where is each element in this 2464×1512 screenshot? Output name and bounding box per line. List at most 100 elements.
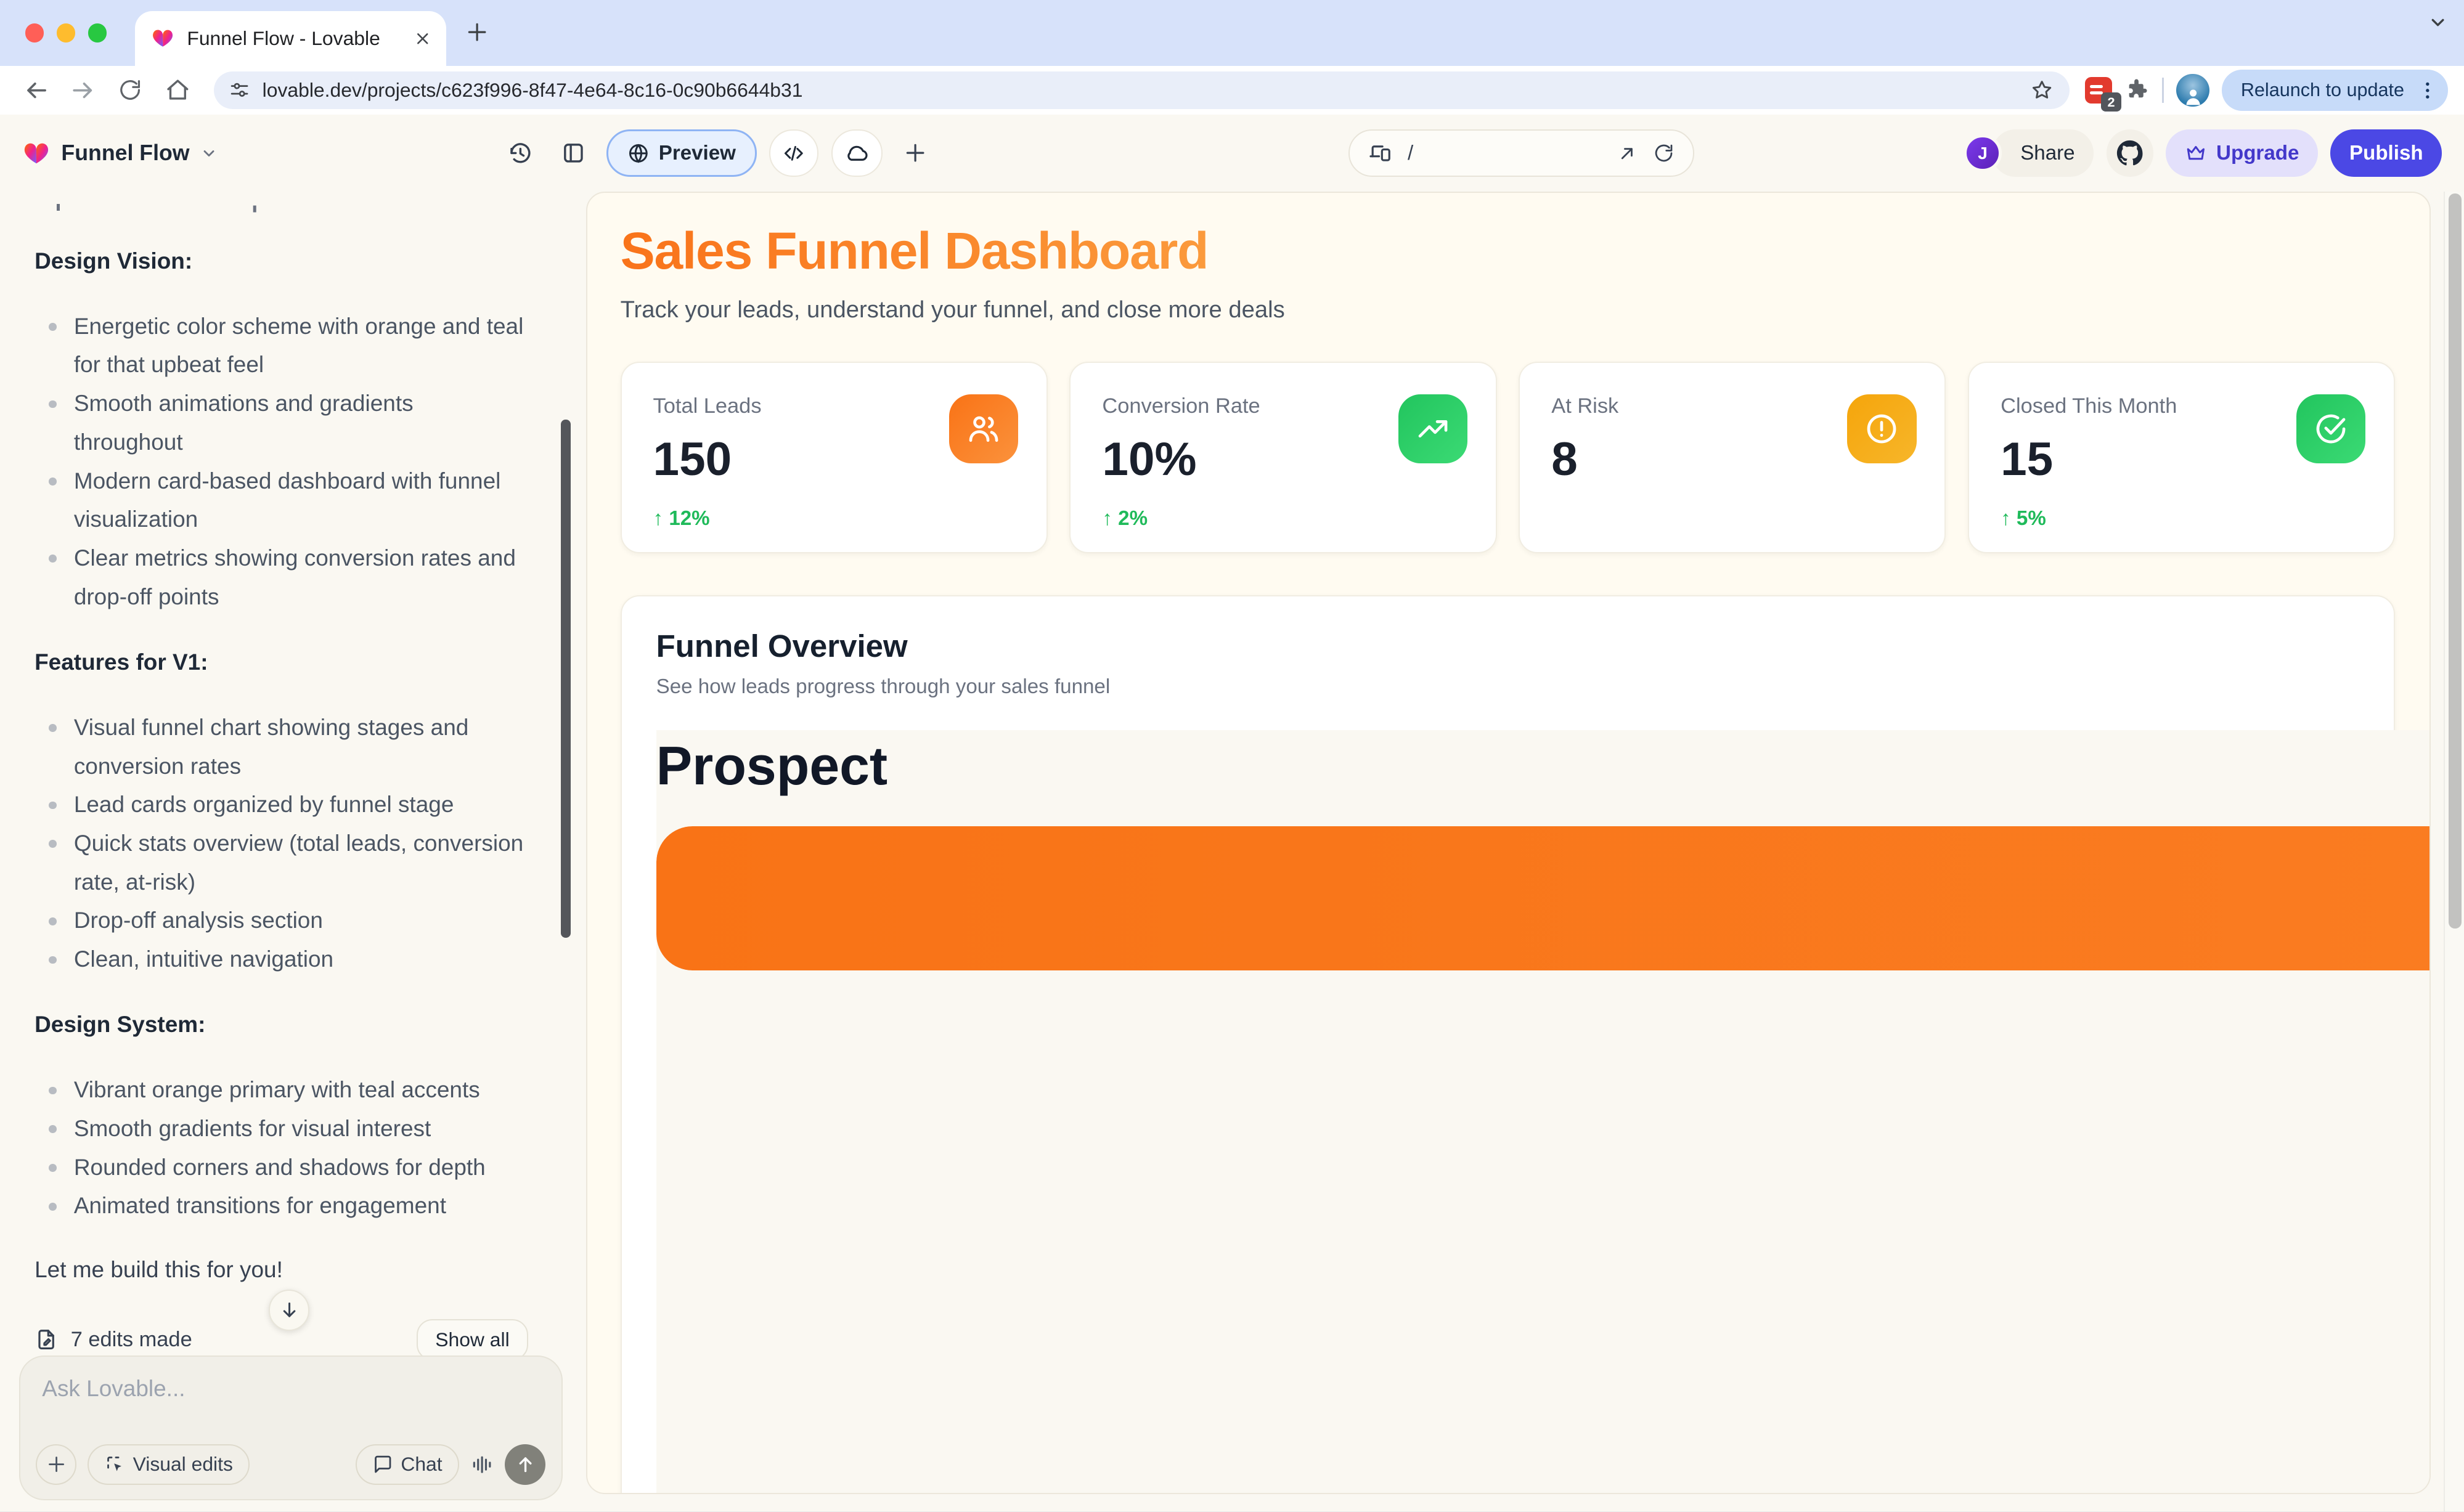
github-icon: [2117, 140, 2143, 166]
chat-input[interactable]: [42, 1375, 543, 1423]
browser-profile-avatar[interactable]: [2176, 73, 2209, 107]
user-avatar[interactable]: J: [1964, 134, 2002, 173]
select-cursor-icon: [107, 1457, 121, 1471]
stat-change: ↑ 5%: [2001, 506, 2046, 530]
chat-bullet-list: Energetic color scheme with orange and t…: [35, 307, 528, 617]
dashboard-subtitle: Track your leads, understand your funnel…: [620, 296, 1285, 323]
crown-icon: [2187, 145, 2205, 160]
window-controls[interactable]: [25, 23, 107, 43]
history-icon[interactable]: [500, 132, 541, 173]
cloud-sync-button[interactable]: [831, 129, 883, 177]
app-toolbar: Funnel Flow Preview: [0, 115, 2464, 192]
voice-waveform-icon[interactable]: [470, 1453, 494, 1476]
chat-bullet-item: Vibrant orange primary with teal accents: [35, 1071, 528, 1110]
tab-close-icon[interactable]: [415, 31, 430, 46]
show-all-button[interactable]: Show all: [417, 1319, 528, 1360]
chat-bullet-item: Clean, intuitive navigation: [35, 940, 528, 979]
stat-value: 8: [1551, 433, 1578, 486]
chat-bullet-item: Energetic color scheme with orange and t…: [35, 307, 528, 384]
stat-card: Closed This Month 15 ↑ 5%: [1968, 361, 2396, 553]
chat-closing-line: Let me build this for you!: [35, 1256, 283, 1282]
chat-bullet-item: Smooth animations and gradients througho…: [35, 384, 528, 461]
add-tab-plus-icon[interactable]: [895, 132, 936, 173]
chat-bullet-item: Visual funnel chart showing stages and c…: [35, 709, 528, 786]
chat-section-heading: Features for V1:: [35, 649, 208, 675]
adblock-extension-icon[interactable]: 2: [2085, 76, 2122, 112]
upgrade-button[interactable]: Upgrade: [2166, 129, 2319, 177]
new-tab-button[interactable]: [465, 20, 489, 44]
dashboard-title: Sales Funnel Dashboard: [620, 221, 1209, 280]
edits-summary: 7 edits made: [70, 1327, 192, 1351]
route-path[interactable]: /: [1407, 141, 1414, 165]
minimize-window-button[interactable]: [56, 23, 76, 43]
chat-mode-button[interactable]: Chat: [355, 1444, 460, 1485]
chat-bullet-item: Rounded corners and shadows for depth: [35, 1148, 528, 1187]
bookmark-star-icon[interactable]: [2030, 78, 2054, 102]
chat-bullet-item: Clear metrics showing conversion rates a…: [35, 539, 528, 616]
chevron-down-icon: [200, 145, 218, 162]
scroll-to-bottom-button[interactable]: [268, 1290, 310, 1331]
lovable-favicon-heart-icon: [152, 30, 173, 47]
stat-card: Total Leads 150 ↑ 12%: [620, 361, 1048, 553]
zoom-window-button[interactable]: [88, 23, 107, 43]
chat-bullet-list: Vibrant orange primary with teal accents…: [35, 1071, 528, 1225]
reload-icon[interactable]: [110, 70, 150, 110]
sidebar-scrollbar[interactable]: [561, 419, 571, 938]
preview-toggle-button[interactable]: Preview: [606, 129, 757, 177]
chat-bullet-item: Modern card-based dashboard with funnel …: [35, 462, 528, 539]
check-circle-icon: [2296, 394, 2366, 463]
funnel-title: Funnel Overview: [656, 628, 908, 664]
stat-card: Conversion Rate 10% ↑ 2%: [1069, 361, 1497, 553]
preview-scrollbar[interactable]: [2443, 192, 2464, 1511]
share-button[interactable]: Share: [1992, 129, 2094, 177]
code-icon: [785, 145, 804, 161]
panel-left-icon[interactable]: [553, 132, 594, 173]
tab-search-chevron-icon[interactable]: [2428, 12, 2448, 33]
browser-menu-kebab-icon[interactable]: [2417, 79, 2439, 102]
chat-bullet-item: Smooth gradients for visual interest: [35, 1110, 528, 1148]
chat-mode-label: Chat: [401, 1453, 443, 1476]
preview-label: Preview: [658, 141, 736, 165]
chat-bullet-item: Animated transitions for engagement: [35, 1187, 528, 1225]
stat-value: 15: [2001, 433, 2054, 486]
code-view-button[interactable]: [769, 129, 819, 177]
globe-icon: [629, 144, 648, 163]
visual-edits-button[interactable]: Visual edits: [88, 1444, 250, 1485]
url-bar[interactable]: lovable.dev/projects/c623f996-8f47-4e64-…: [213, 71, 2070, 110]
forward-icon[interactable]: [63, 70, 104, 110]
browser-tab[interactable]: Funnel Flow - Lovable: [135, 10, 447, 67]
send-button[interactable]: [505, 1444, 546, 1485]
stat-card: At Risk 8: [1519, 361, 1946, 553]
arrow-down-icon: [283, 1302, 295, 1317]
close-window-button[interactable]: [25, 23, 44, 43]
preview-route-field[interactable]: /: [1348, 129, 1694, 177]
stat-value: 10%: [1102, 433, 1197, 486]
browser-navbar: lovable.dev/projects/c623f996-8f47-4e64-…: [0, 66, 2464, 115]
funnel-overview-card: Funnel Overview See how leads progress t…: [620, 595, 2430, 1493]
chat-section-heading: Design Vision:: [35, 248, 193, 274]
funnel-stage-row: Prospect150 leads (100%): [656, 730, 2430, 1493]
stage-bar-fill: [656, 826, 2430, 971]
extensions-puzzle-icon[interactable]: [2124, 78, 2150, 103]
chat-bullet-item: Drop-off analysis section: [35, 901, 528, 940]
preview-scrollbar-thumb[interactable]: [2449, 193, 2462, 929]
publish-button[interactable]: Publish: [2330, 129, 2442, 177]
chat-composer: Visual edits Chat: [18, 1356, 563, 1500]
clipped-text-fragment: [35, 204, 528, 215]
back-icon[interactable]: [15, 70, 56, 110]
devices-icon: [1369, 145, 1391, 162]
open-external-icon[interactable]: [1617, 143, 1638, 163]
upgrade-label: Upgrade: [2216, 141, 2299, 165]
arrow-up-icon: [519, 1457, 532, 1473]
project-menu[interactable]: Funnel Flow: [22, 139, 218, 168]
stage-bar-track: [656, 826, 2430, 971]
home-icon[interactable]: [157, 70, 198, 110]
github-button[interactable]: [2106, 129, 2154, 177]
url-text[interactable]: lovable.dev/projects/c623f996-8f47-4e64-…: [262, 79, 803, 102]
site-info-icon[interactable]: [229, 80, 250, 100]
attach-plus-button[interactable]: [36, 1444, 77, 1485]
relaunch-to-update-button[interactable]: Relaunch to update: [2222, 70, 2449, 111]
refresh-preview-icon[interactable]: [1654, 143, 1674, 163]
trending-up-icon: [1398, 394, 1467, 463]
